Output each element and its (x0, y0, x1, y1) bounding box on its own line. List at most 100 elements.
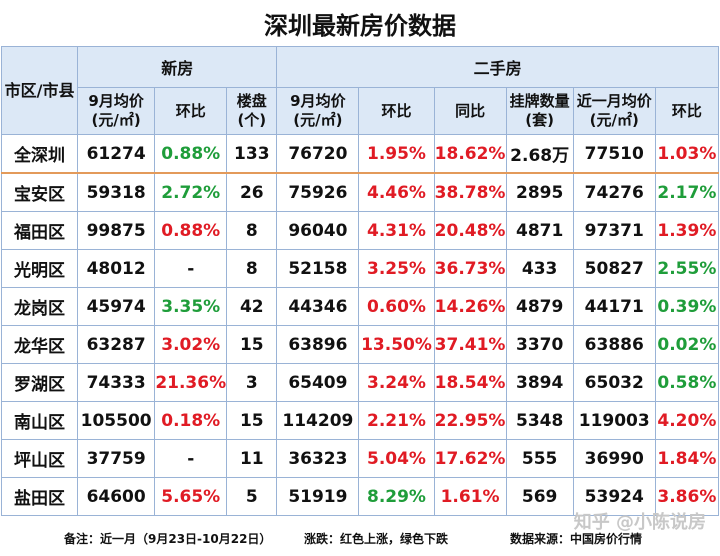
watermark: 知乎 @小陈说房 (573, 512, 706, 533)
cell-new-price: 64600 (77, 477, 156, 516)
table-row: 盐田区 64600 5.65% 5 51919 8.29% 1.61% 569 53924 3.8… (0, 477, 720, 516)
cell-new-mom: - (154, 439, 228, 478)
cell-listings: 5348 (505, 401, 574, 440)
cell-new-mom: 21.36% (154, 363, 228, 402)
cell-sh-yoy: 1.61% (433, 477, 507, 516)
cell-projects: 15 (226, 325, 278, 364)
cell-sh-yoy: 37.41% (433, 325, 507, 364)
cell-new-price: 61274 (77, 134, 156, 174)
cell-recent-price: 77510 (572, 134, 656, 174)
cell-listings: 2.68万 (505, 134, 574, 174)
table-row: 全深圳 61274 0.88% 133 76720 1.95% 18.62% 2.68万 775… (0, 134, 720, 174)
cell-listings: 555 (505, 439, 574, 478)
cell-sh-price: 44346 (276, 287, 360, 326)
cell-new-mom: 3.35% (154, 287, 228, 326)
page-title: 深圳最新房价数据 (264, 11, 456, 40)
header-new-price: 9月均价(元/㎡) (77, 87, 156, 135)
cell-recent-price: 119003 (572, 401, 656, 440)
cell-new-price: 99875 (77, 211, 156, 250)
cell-recent-price: 44171 (572, 287, 656, 326)
header-projects: 楼盘(个) (226, 87, 278, 135)
cell-region-name: 罗湖区 (0, 363, 79, 402)
cell-projects: 8 (226, 211, 278, 250)
cell-projects: 11 (226, 439, 278, 478)
footer-note: 备注：近一月（9月23日-10月22日） (64, 532, 272, 546)
cell-sh-yoy: 17.62% (433, 439, 507, 478)
cell-sh-yoy: 20.48% (433, 211, 507, 250)
header-listings: 挂牌数量(套) (505, 87, 574, 135)
cell-recent-mom: 4.20% (654, 401, 720, 440)
table-row: 福田区 99875 0.88% 8 96040 4.31% 20.48% 4871 97371 1… (0, 211, 720, 250)
cell-new-price: 74333 (77, 363, 156, 402)
header-recent-price: 近一月均价(元/㎡) (572, 87, 656, 135)
cell-sh-price: 63896 (276, 325, 360, 364)
cell-projects: 5 (226, 477, 278, 516)
cell-sh-yoy: 22.95% (433, 401, 507, 440)
cell-new-mom: 3.02% (154, 325, 228, 364)
cell-recent-mom: 0.39% (654, 287, 720, 326)
cell-sh-mom: 13.50% (358, 325, 435, 364)
cell-sh-mom: 3.25% (358, 249, 435, 288)
cell-new-mom: 2.72% (154, 172, 228, 212)
cell-listings: 3894 (505, 363, 574, 402)
cell-recent-price: 65032 (572, 363, 656, 402)
header-sh-price: 9月均价(元/㎡) (276, 87, 360, 135)
cell-sh-mom: 3.24% (358, 363, 435, 402)
cell-sh-mom: 2.21% (358, 401, 435, 440)
cell-new-mom: 0.88% (154, 211, 228, 250)
cell-projects: 15 (226, 401, 278, 440)
cell-recent-mom: 1.03% (654, 134, 720, 174)
cell-listings: 433 (505, 249, 574, 288)
table-row: 龙华区 63287 3.02% 15 63896 13.50% 37.41% 3370 6388… (0, 325, 720, 364)
cell-sh-mom: 8.29% (358, 477, 435, 516)
cell-listings: 4871 (505, 211, 574, 250)
cell-recent-price: 63886 (572, 325, 656, 364)
cell-projects: 42 (226, 287, 278, 326)
cell-projects: 8 (226, 249, 278, 288)
cell-new-price: 45974 (77, 287, 156, 326)
cell-new-mom: - (154, 249, 228, 288)
cell-recent-price: 53924 (572, 477, 656, 516)
cell-region-name: 盐田区 (0, 477, 79, 516)
cell-new-price: 63287 (77, 325, 156, 364)
cell-sh-mom: 1.95% (358, 134, 435, 174)
header-second-group: 二手房 (276, 46, 719, 88)
cell-recent-price: 36990 (572, 439, 656, 478)
cell-recent-mom: 1.39% (654, 211, 720, 250)
cell-sh-price: 51919 (276, 477, 360, 516)
cell-region-name: 光明区 (0, 249, 79, 288)
cell-listings: 4879 (505, 287, 574, 326)
cell-recent-price: 50827 (572, 249, 656, 288)
cell-projects: 26 (226, 172, 278, 212)
table-row: 南山区 105500 0.18% 15 114209 2.21% 22.95% 5348 119… (0, 401, 720, 440)
cell-sh-mom: 4.46% (358, 172, 435, 212)
cell-new-mom: 0.18% (154, 401, 228, 440)
cell-sh-price: 76720 (276, 134, 360, 174)
table-row: 光明区 48012-8 52158 3.25% 36.73% 433 50827 2.55% (0, 249, 720, 288)
cell-sh-yoy: 38.78% (433, 172, 507, 212)
cell-region-name: 龙岗区 (0, 287, 79, 326)
cell-listings: 2895 (505, 172, 574, 212)
table-row: 罗湖区 74333 21.36% 3 65409 3.24% 18.54% 3894 65032… (0, 363, 720, 402)
table-row: 坪山区 37759-11 36323 5.04% 17.62% 555 36990 1.84% (0, 439, 720, 478)
cell-recent-mom: 1.84% (654, 439, 720, 478)
cell-sh-mom: 5.04% (358, 439, 435, 478)
header-new-mom: 环比 (154, 87, 228, 135)
cell-recent-mom: 0.58% (654, 363, 720, 402)
price-table: 市区/市县 新房 二手房 9月均价(元/㎡) 环比 楼盘(个) 9月均价(元/㎡… (0, 46, 720, 516)
cell-listings: 569 (505, 477, 574, 516)
cell-recent-mom: 2.55% (654, 249, 720, 288)
cell-recent-price: 97371 (572, 211, 656, 250)
cell-new-mom: 5.65% (154, 477, 228, 516)
footer-legend: 涨跌：红色上涨，绿色下跌 (304, 532, 449, 546)
cell-sh-price: 75926 (276, 172, 360, 212)
cell-sh-price: 96040 (276, 211, 360, 250)
cell-recent-mom: 3.86% (654, 477, 720, 516)
cell-sh-mom: 4.31% (358, 211, 435, 250)
cell-sh-price: 114209 (276, 401, 360, 440)
cell-sh-yoy: 18.54% (433, 363, 507, 402)
cell-recent-mom: 2.17% (654, 172, 720, 212)
table-row: 龙岗区 45974 3.35% 42 44346 0.60% 14.26% 4879 44171… (0, 287, 720, 326)
cell-sh-price: 65409 (276, 363, 360, 402)
cell-recent-mom: 0.02% (654, 325, 720, 364)
